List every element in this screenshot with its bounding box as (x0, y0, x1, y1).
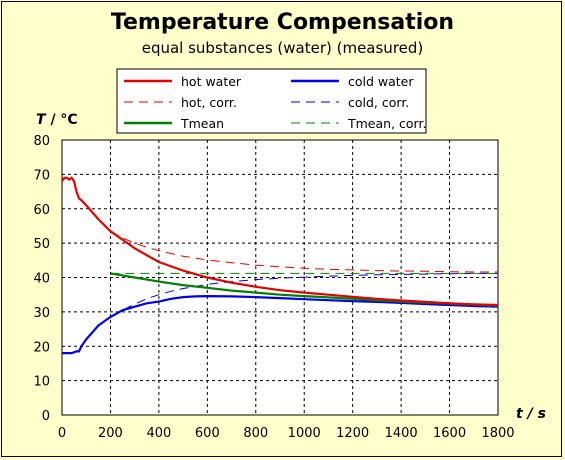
series-line (110, 230, 498, 273)
x-tick-label: 0 (58, 426, 66, 441)
series-line (61, 176, 499, 307)
legend-label: Tmean, corr. (347, 116, 426, 131)
y-tick-label: 40 (33, 272, 50, 287)
legend-label: hot water (181, 74, 242, 89)
x-tick-label: 1800 (481, 426, 514, 441)
legend-label: Tmean (180, 116, 224, 131)
y-tick-label: 10 (33, 375, 50, 390)
chart-subtitle: equal substances (water) (measured) (141, 39, 424, 57)
y-tick-label: 70 (33, 168, 50, 183)
y-tick-label: 80 (33, 134, 50, 149)
x-tick-label: 1000 (288, 426, 321, 441)
y-axis-label: T / °C (36, 112, 78, 128)
x-tick-label: 600 (195, 426, 220, 441)
x-tick-label: 800 (243, 426, 268, 441)
x-axis-label: t / s (516, 406, 546, 422)
x-tick-label: 200 (98, 426, 123, 441)
y-tick-label: 0 (42, 409, 50, 424)
x-tick-label: 400 (146, 426, 171, 441)
y-tick-label: 60 (33, 203, 50, 218)
x-tick-label: 1400 (385, 426, 418, 441)
ticks: 0 200 400 600 800 1000 1200 1400 1600 1800 0 10 20 30… (33, 134, 514, 441)
y-tick-label: 30 (33, 306, 50, 321)
chart-title: Temperature Compensation (110, 10, 455, 35)
x-tick-label: 1200 (336, 426, 369, 441)
series-line (62, 294, 499, 355)
series-layer (61, 176, 499, 355)
y-tick-label: 20 (33, 340, 50, 355)
legend-label: hot, corr. (181, 95, 237, 110)
y-tick-label: 50 (33, 237, 50, 252)
legend: hot water cold water hot, corr. cold, corr.… (116, 68, 427, 134)
legend-label: cold water (348, 74, 414, 89)
x-tick-label: 1600 (433, 426, 466, 441)
series-line (110, 272, 498, 318)
legend-label: cold, corr. (348, 95, 409, 110)
